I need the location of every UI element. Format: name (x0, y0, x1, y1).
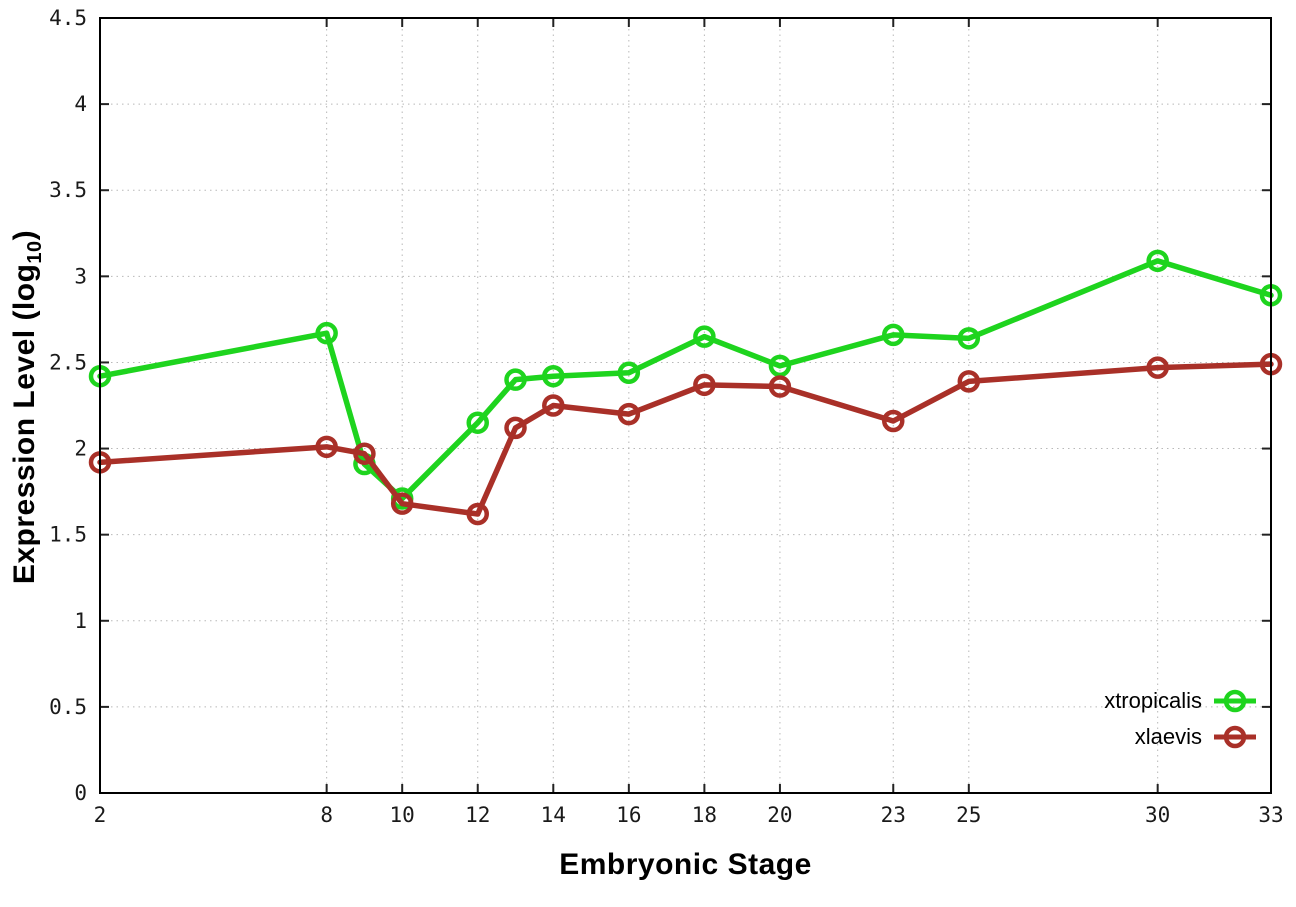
y-axis-title: Expression Level (log10) (8, 200, 46, 614)
y-tick-label-4.5: 4.5 (49, 6, 87, 30)
series-marker-xlaevis-stage-30 (1146, 356, 1169, 379)
series-marker-xlaevis-stage-8 (315, 435, 338, 459)
series-marker-xlaevis-stage-23 (882, 409, 905, 433)
y-tick-label-0: 0 (74, 781, 87, 805)
legend-marker-xlaevis (1214, 725, 1256, 749)
y-axis-title-text: Expression Level (log (8, 263, 41, 585)
series-line-xtropicalis (97, 258, 1274, 502)
x-tick-label-18: 18 (692, 803, 717, 827)
y-axis-title-subscript: 10 (24, 240, 46, 264)
series-marker-xtropicalis-stage-14 (542, 364, 565, 388)
series-marker-xlaevis-stage-12 (466, 502, 489, 526)
y-tick-label-0.5: 0.5 (49, 695, 87, 719)
x-axis-title: Embryonic Stage (559, 848, 812, 881)
series-marker-xlaevis-stage-13 (504, 416, 527, 440)
y-tick-label-3.5: 3.5 (49, 178, 87, 202)
plot-border (99, 17, 1272, 794)
legend-entry-xlaevis: xlaevis (1104, 719, 1258, 755)
y-tick-label-4: 4 (74, 92, 87, 116)
legend-label-xlaevis: xlaevis (1134, 724, 1202, 749)
series-marker-xtropicalis-stage-23 (882, 323, 905, 347)
series-line-xlaevis (97, 361, 1274, 517)
x-tick-label-14: 14 (541, 803, 566, 827)
y-tick-label-2: 2 (74, 437, 87, 461)
y-tick-label-1.5: 1.5 (49, 523, 87, 547)
x-tick-label-23: 23 (881, 803, 906, 827)
legend-entry-xtropicalis: xtropicalis (1104, 683, 1258, 719)
x-tick-label-33: 33 (1258, 803, 1283, 827)
series-marker-xtropicalis-stage-18 (693, 325, 716, 348)
series-marker-xlaevis-stage-9 (353, 442, 376, 465)
y-tick-label-3: 3 (74, 264, 87, 288)
legend-label-xtropicalis: xtropicalis (1104, 688, 1202, 713)
x-tick-label-8: 8 (320, 803, 333, 827)
series-marker-xlaevis-stage-20 (768, 375, 792, 398)
y-axis-title-suffix: ) (8, 229, 41, 241)
series-marker-xlaevis-stage-16 (617, 402, 641, 426)
series-marker-xtropicalis-stage-13 (504, 368, 527, 391)
y-tick-label-2.5: 2.5 (49, 350, 87, 374)
series-marker-xtropicalis-stage-25 (957, 327, 981, 350)
legend-marker-xtropicalis (1214, 689, 1256, 713)
y-tick-label-1: 1 (74, 609, 87, 633)
x-tick-label-20: 20 (767, 803, 792, 827)
x-tick-label-2: 2 (94, 803, 107, 827)
series-marker-xtropicalis-stage-20 (768, 354, 792, 378)
x-tick-label-30: 30 (1145, 803, 1170, 827)
series-marker-xlaevis-stage-10 (390, 492, 414, 515)
series-marker-xtropicalis-stage-16 (617, 361, 641, 385)
series-marker-xlaevis-stage-25 (957, 370, 981, 393)
series-marker-xtropicalis-stage-30 (1146, 249, 1169, 273)
x-tick-label-16: 16 (616, 803, 641, 827)
series-marker-xtropicalis-stage-8 (315, 321, 338, 345)
series-marker-xtropicalis-stage-12 (466, 411, 489, 434)
x-tick-label-12: 12 (465, 803, 490, 827)
series-marker-xlaevis-stage-18 (693, 373, 716, 397)
x-tick-label-25: 25 (956, 803, 981, 827)
series-marker-xlaevis-stage-14 (542, 394, 565, 417)
legend: xtropicalis xlaevis (1104, 683, 1258, 755)
x-tick-label-10: 10 (390, 803, 415, 827)
